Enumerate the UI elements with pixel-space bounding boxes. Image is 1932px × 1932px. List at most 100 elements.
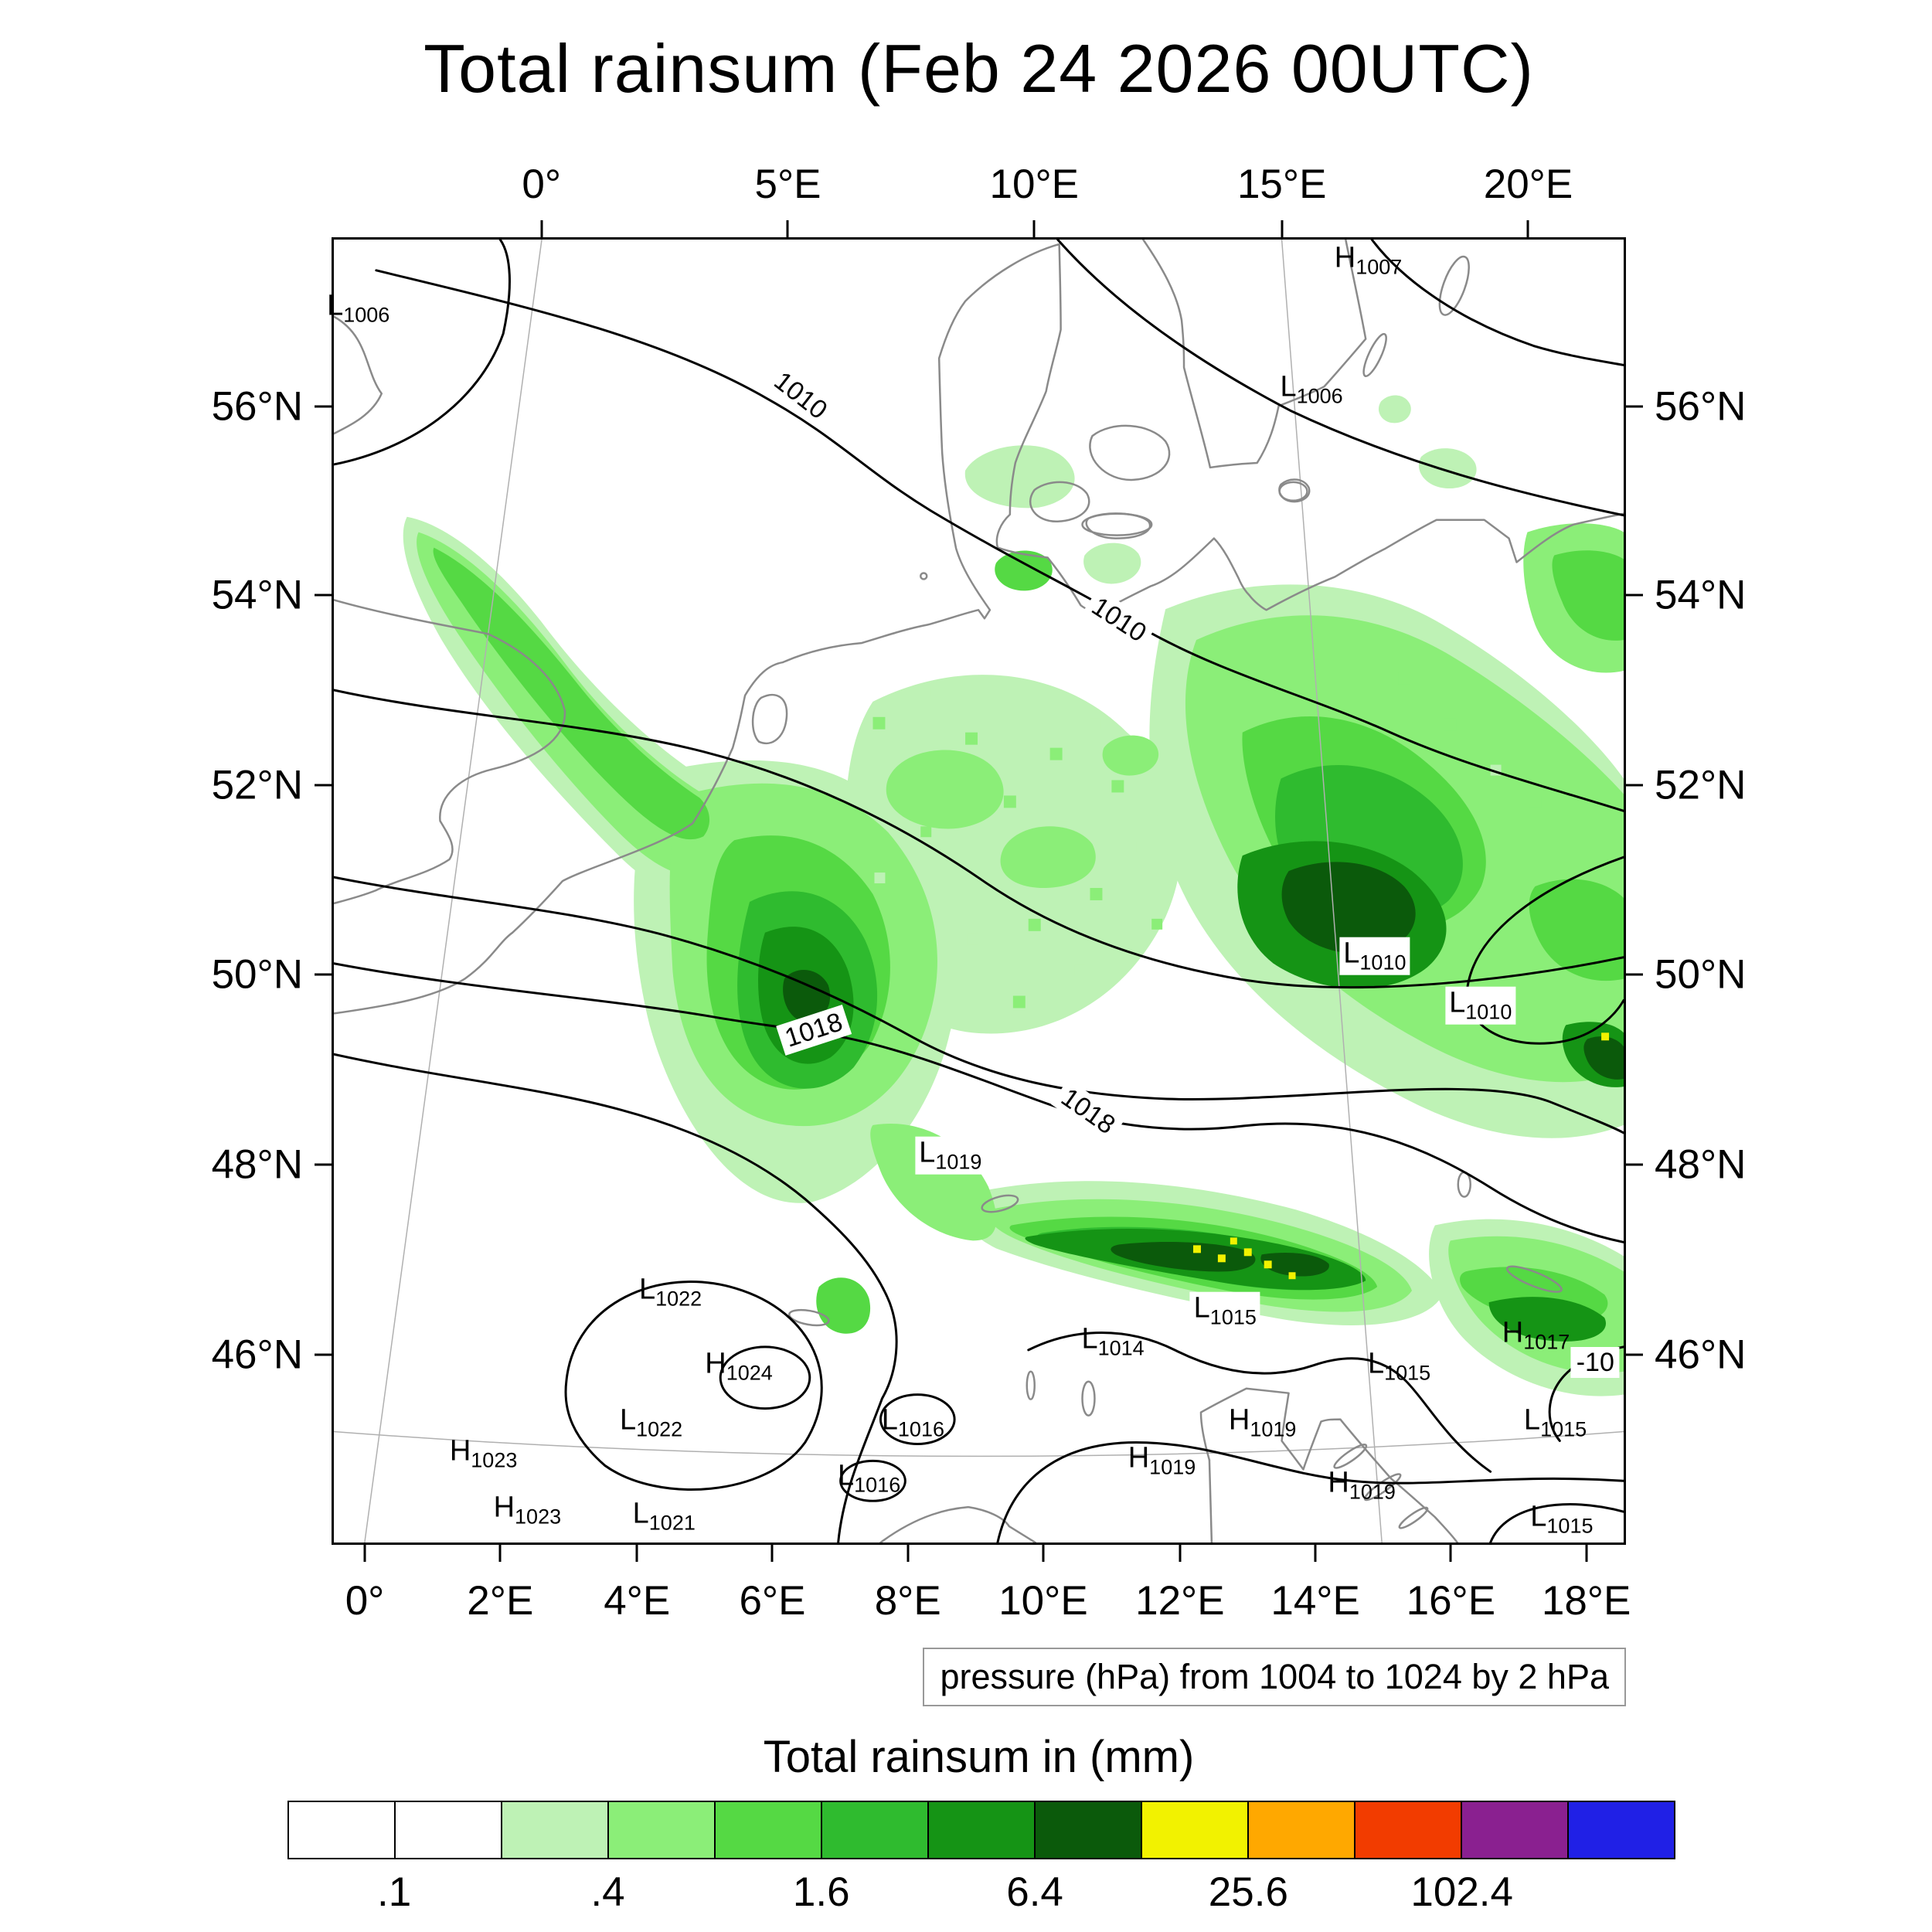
right-axis-label: 52°N (1655, 762, 1747, 808)
pressure-center-label: L1006 (327, 290, 390, 327)
colorbar-cell (821, 1801, 929, 1859)
pressure-center-value: 1006 (1296, 384, 1343, 408)
left-tick (315, 973, 332, 976)
isobar-label: 1018 (776, 1005, 852, 1056)
pressure-center-value: 1022 (655, 1287, 702, 1311)
isobar-label: -10 (1570, 1347, 1620, 1379)
bottom-axis-label: 18°E (1541, 1578, 1631, 1624)
pressure-center-label: H1019 (1228, 1403, 1297, 1441)
right-tick (1626, 1353, 1643, 1356)
colorbar-cell (287, 1801, 396, 1859)
pressure-center-label: H1023 (493, 1491, 562, 1529)
isobar-label: 1018 (1051, 1078, 1126, 1145)
right-tick (1626, 973, 1643, 976)
left-tick (315, 405, 332, 408)
pressure-center-label: L1014 (1081, 1323, 1145, 1360)
legend-title: Total rainsum in (mm) (763, 1732, 1195, 1782)
right-tick (1626, 405, 1643, 408)
pressure-center-value: 1023 (471, 1448, 518, 1472)
top-axis-label: 20°E (1483, 162, 1573, 207)
bottom-tick (363, 1545, 366, 1562)
colorbar-cell (1034, 1801, 1142, 1859)
pressure-center-label: H1023 (449, 1435, 518, 1472)
pressure-center-value: 1023 (515, 1505, 562, 1529)
pressure-center-value: 1022 (636, 1417, 683, 1441)
right-axis-label: 46°N (1655, 1332, 1747, 1378)
pressure-center-value: 1019 (1149, 1455, 1196, 1479)
pressure-center-value: 1015 (1540, 1417, 1587, 1441)
colorbar-cell (394, 1801, 502, 1859)
colorbar-cell (1247, 1801, 1355, 1859)
isobar-label: 1010 (764, 362, 838, 430)
top-tick (1526, 220, 1529, 237)
coastlines-layer (334, 240, 1624, 1543)
left-axis-label: 48°N (211, 1141, 303, 1188)
bottom-axis-label: 4°E (604, 1578, 671, 1624)
top-tick (786, 220, 789, 237)
colorbar-tick-label: 1.6 (792, 1869, 850, 1915)
left-tick (315, 784, 332, 787)
bottom-axis-label: 14°E (1270, 1578, 1360, 1624)
bottom-axis-label: 6°E (739, 1578, 806, 1624)
pressure-center-value: 1010 (1465, 1000, 1512, 1024)
bottom-axis-label: 2°E (467, 1578, 534, 1624)
right-tick (1626, 1163, 1643, 1166)
bottom-tick (770, 1545, 774, 1562)
pressure-center-value: 1007 (1355, 255, 1403, 279)
bottom-tick (906, 1545, 910, 1562)
colorbar-tick-label: .4 (590, 1869, 625, 1915)
left-tick (315, 1353, 332, 1356)
right-tick (1626, 594, 1643, 597)
pressure-center-label: L1015 (1530, 1500, 1594, 1537)
pressure-center-value: 1024 (726, 1361, 773, 1385)
top-axis-label: 10°E (989, 162, 1080, 207)
top-tick (1281, 220, 1284, 237)
colorbar-tick-label: 25.6 (1208, 1869, 1288, 1915)
colorbar-cell (1461, 1801, 1569, 1859)
isobar-label: 1010 (1081, 588, 1157, 652)
left-tick (315, 594, 332, 597)
top-tick (540, 220, 543, 237)
pressure-center-label: L1010 (1339, 937, 1410, 975)
colorbar-tick-label: 102.4 (1410, 1869, 1514, 1915)
pressure-center-label: L1021 (632, 1497, 696, 1535)
pressure-center-label: H1019 (1328, 1466, 1396, 1504)
pressure-center-label: L1015 (1367, 1348, 1431, 1385)
right-axis-label: 50°N (1655, 951, 1747, 998)
colorbar-cell (1567, 1801, 1675, 1859)
pressure-caption: pressure (hPa) from 1004 to 1024 by 2 hP… (923, 1648, 1626, 1706)
pressure-center-label: L1006 (1280, 370, 1343, 408)
colorbar-tick-label: .1 (377, 1869, 412, 1915)
pressure-center-label: H1017 (1502, 1316, 1570, 1354)
isobars-layer (334, 240, 1624, 1543)
right-tick (1626, 784, 1643, 787)
bottom-tick (1449, 1545, 1452, 1562)
pressure-center-label: H1019 (1128, 1441, 1196, 1479)
pressure-center-label: L1015 (1523, 1403, 1587, 1441)
bottom-axis-label: 16°E (1406, 1578, 1496, 1624)
map-label-overlay: L1006 H1007 L1006 L1010 L1010 L1019 L1022 H1024… (327, 240, 1624, 1543)
pressure-center-value: 1015 (1384, 1361, 1431, 1385)
pressure-center-label: L1016 (838, 1460, 901, 1497)
pressure-center-value: 1019 (935, 1150, 982, 1174)
bottom-tick (635, 1545, 638, 1562)
colorbar-cell (927, 1801, 1036, 1859)
pressure-center-label: L1016 (881, 1403, 944, 1441)
pressure-center-value: 1006 (343, 303, 390, 327)
rain-colorbar (287, 1801, 1675, 1859)
pressure-center-value: 1015 (1209, 1305, 1257, 1329)
graticule-layer (334, 240, 1624, 1543)
left-axis-label: 54°N (211, 572, 303, 618)
pressure-center-label: H1024 (705, 1348, 773, 1385)
bottom-tick (1314, 1545, 1317, 1562)
left-axis-label: 56°N (211, 383, 303, 430)
bottom-axis-label: 10°E (998, 1578, 1088, 1624)
pressure-center-value: 1017 (1523, 1330, 1570, 1354)
pressure-center-value: 1021 (648, 1511, 696, 1535)
bottom-axis-label: 0° (345, 1578, 385, 1624)
pressure-center-label: L1022 (619, 1403, 683, 1441)
bottom-tick (1042, 1545, 1045, 1562)
bottom-tick (1179, 1545, 1182, 1562)
map-plot-area: L1006 H1007 L1006 L1010 L1010 L1019 L1022 H1024… (212, 164, 1747, 1621)
colorbar-cell (607, 1801, 716, 1859)
